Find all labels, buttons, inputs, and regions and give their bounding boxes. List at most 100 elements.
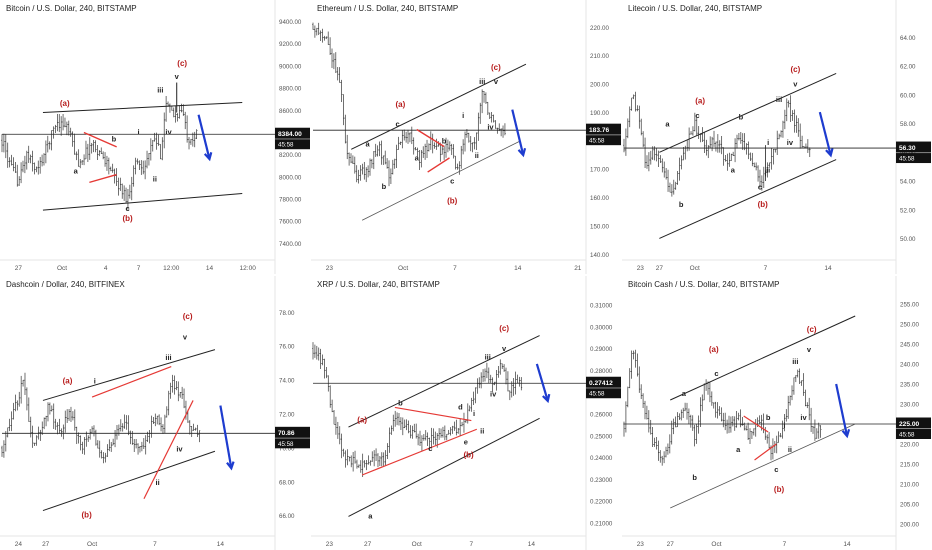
price-label: 0.27412 xyxy=(589,380,613,387)
y-tick-label: 0.24000 xyxy=(590,455,613,462)
chart-title: Bitcoin Cash / U.S. Dollar, 240, BITSTAM… xyxy=(628,280,780,289)
wave-label: iii xyxy=(485,353,491,362)
x-tick-label: 7 xyxy=(470,541,474,548)
wave-label: v xyxy=(183,332,188,341)
wave-label: e xyxy=(464,438,468,447)
x-tick-label: Oct xyxy=(690,265,700,272)
x-tick-label: Oct xyxy=(398,265,408,272)
y-tick-label: 0.21000 xyxy=(590,520,613,527)
trend-line xyxy=(351,63,527,150)
price-label-box xyxy=(896,417,931,429)
wave-label: i xyxy=(137,128,139,137)
x-tick-label: 21 xyxy=(574,265,582,272)
wave-label: c xyxy=(125,204,129,213)
chart-panel-bitcoin: 9400.009200.009000.008800.008600.008400.… xyxy=(0,0,311,274)
x-tick-label: 14 xyxy=(824,265,832,272)
trend-line xyxy=(670,315,856,401)
wave-label: (c) xyxy=(177,59,187,68)
x-tick-label: 7 xyxy=(453,265,457,272)
trend-line xyxy=(361,140,521,221)
price-label-box xyxy=(896,141,931,153)
price-label: 70.86 xyxy=(278,430,295,437)
timer-label-box xyxy=(275,139,310,150)
x-tick-label: 14 xyxy=(528,541,536,548)
y-tick-label: 60.00 xyxy=(900,92,916,99)
wave-label: b xyxy=(766,413,771,422)
wave-label: (b) xyxy=(122,214,133,223)
y-tick-label: 7600.00 xyxy=(279,219,302,226)
y-tick-label: 70.00 xyxy=(279,445,295,452)
wave-label: b xyxy=(112,134,117,143)
wave-label: ii xyxy=(153,174,157,183)
y-tick-label: 190.00 xyxy=(590,110,609,117)
y-tick-label: 150.00 xyxy=(590,223,609,230)
wave-label: iii xyxy=(479,77,485,86)
y-tick-label: 160.00 xyxy=(590,195,609,202)
chart-panel-bitcoin-cash: 255.00 250.00 245.00 240.00 235.00 230.00 225.… xyxy=(622,276,932,550)
trend-line xyxy=(348,417,540,517)
price-label: 8384.00 xyxy=(278,131,302,138)
wave-label: v xyxy=(494,77,499,86)
x-tick-label: Oct xyxy=(412,541,422,548)
y-tick-label: 0.30000 xyxy=(590,324,613,331)
wave-label: (c) xyxy=(807,325,817,334)
arrow-shaft xyxy=(535,363,549,402)
wave-label: (a) xyxy=(709,345,719,354)
wave-label: c xyxy=(428,444,432,453)
y-tick-label: 0.22000 xyxy=(590,499,613,506)
x-tick-label: 23 xyxy=(637,265,645,272)
chart-svg: 78.00 76.00 74.00 72.00 70.00 68.00 66.00 24 27 O… xyxy=(0,276,310,550)
wave-label: (b) xyxy=(464,451,475,460)
wave-label: (b) xyxy=(758,200,769,209)
x-tick-label: 23 xyxy=(637,541,645,548)
arrow-head xyxy=(226,461,235,471)
x-tick-label: 4 xyxy=(104,265,108,272)
x-tick-label: 12:00 xyxy=(240,265,257,272)
y-tick-label: 170.00 xyxy=(590,167,609,174)
wave-label: a xyxy=(368,512,373,521)
y-tick-label: 240.00 xyxy=(900,362,919,369)
y-tick-label: 7800.00 xyxy=(279,197,302,204)
x-tick-label: 23 xyxy=(326,541,334,548)
x-tick-label: Oct xyxy=(87,541,97,548)
wave-label: c xyxy=(695,111,699,120)
arrow-head xyxy=(203,152,213,162)
arrow-head xyxy=(542,393,551,404)
price-label-box xyxy=(275,127,310,139)
trend-line xyxy=(42,450,216,512)
wave-label: a xyxy=(366,140,371,149)
wave-label: (b) xyxy=(82,510,93,519)
wave-label: v xyxy=(793,79,798,88)
y-tick-label: 64.00 xyxy=(900,35,916,42)
y-tick-label: 74.00 xyxy=(279,378,295,385)
wave-label: v xyxy=(502,344,507,353)
y-tick-label: 210.00 xyxy=(900,482,919,489)
y-tick-label: 250.00 xyxy=(900,322,919,329)
arrow-shaft xyxy=(835,383,849,437)
wave-label: (c) xyxy=(183,312,193,321)
wave-label: c xyxy=(714,369,718,378)
y-tick-label: 0.28000 xyxy=(590,368,613,375)
trend-line xyxy=(42,102,243,113)
trend-line xyxy=(670,423,856,509)
wave-label: (a) xyxy=(63,377,73,386)
x-tick-label: 7 xyxy=(137,265,141,272)
wave-label: i xyxy=(783,421,785,430)
x-tick-label: 23 xyxy=(326,265,334,272)
chart-svg: 64.0062.0060.0058.0056.0054.0052.0050.00… xyxy=(622,0,931,274)
wave-label: iv xyxy=(487,122,494,131)
price-bars xyxy=(312,342,523,477)
wave-label: iv xyxy=(176,444,183,453)
wave-label: a xyxy=(731,165,736,174)
wave-label: i xyxy=(94,377,96,386)
wave-label: (b) xyxy=(774,485,785,494)
y-tick-label: 8000.00 xyxy=(279,174,302,181)
wave-label: v xyxy=(807,345,812,354)
y-tick-label: 255.00 xyxy=(900,302,919,309)
price-label-box xyxy=(586,123,621,135)
timer-label: 45:58 xyxy=(278,441,294,448)
trend-line xyxy=(348,335,540,428)
timer-label-box xyxy=(896,153,931,164)
y-tick-label: 68.00 xyxy=(279,479,295,486)
x-tick-label: 27 xyxy=(364,541,372,548)
